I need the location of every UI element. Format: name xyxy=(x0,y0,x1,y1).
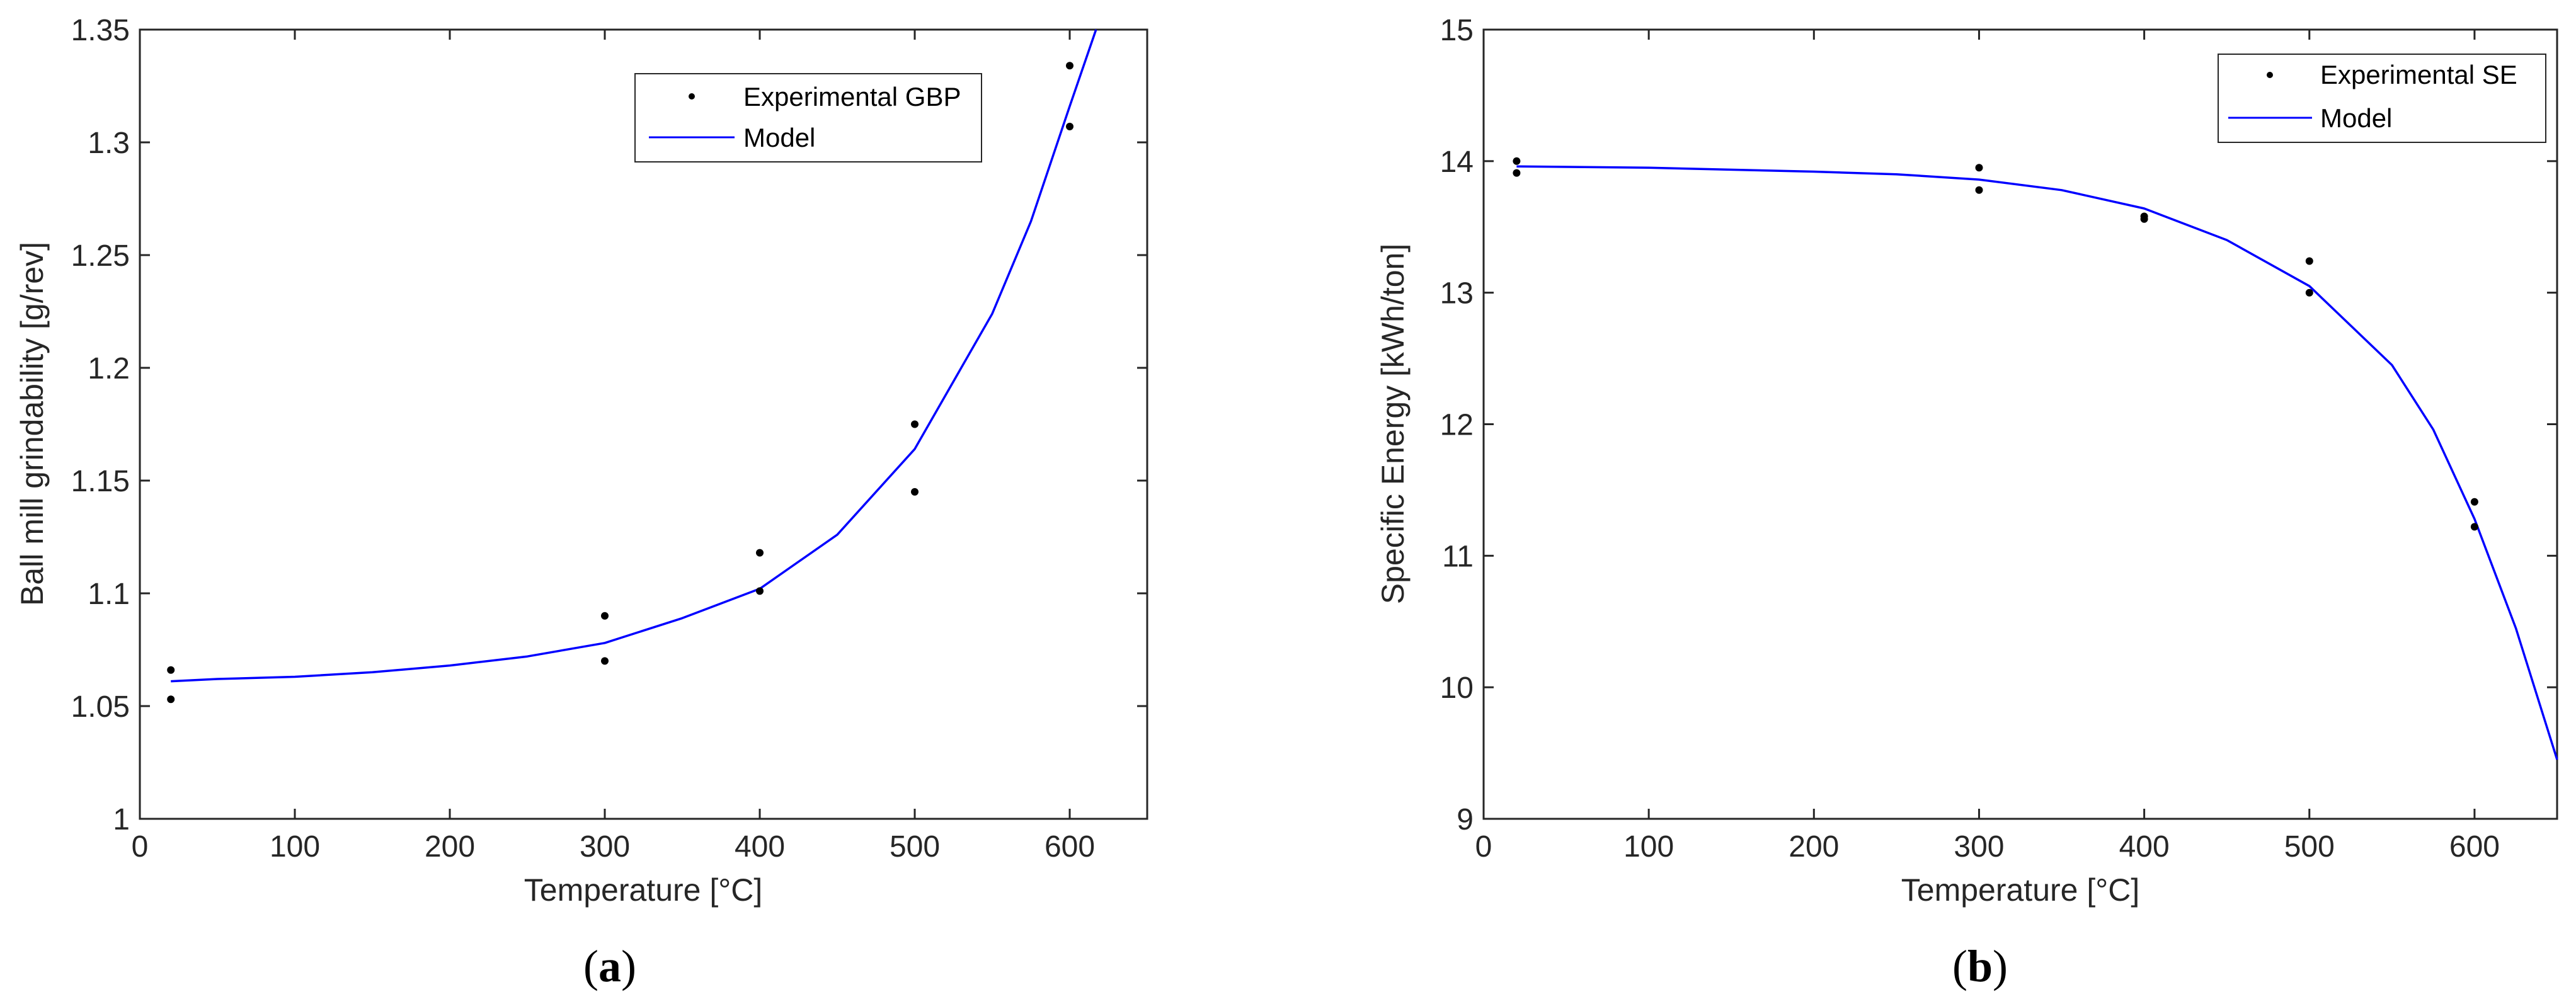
legend-b: Experimental SE Model xyxy=(2218,54,2546,143)
x-tick-label: 100 xyxy=(270,830,320,864)
x-tick-label: 400 xyxy=(735,830,785,864)
axis-ticks-a: 0 100 200 300 400 500 600 1 1.05 1.1 1.15 1.2 1.25 1.… xyxy=(71,14,1147,864)
y-tick-label: 13 xyxy=(1440,277,1474,311)
x-tick-label: 500 xyxy=(890,830,940,864)
y-tick-label: 11 xyxy=(1442,540,1474,573)
data-point xyxy=(2140,215,2148,223)
legend-marker-experimental-se xyxy=(2267,72,2273,78)
y-tick-label: 1.35 xyxy=(71,14,130,47)
y-axis-label-a: Ball mill grindability [g/rev] xyxy=(14,242,50,606)
x-tick-label: 300 xyxy=(580,830,630,864)
panel-label-b: (b) xyxy=(1952,941,2008,991)
x-axis-label-a: Temperature [°C] xyxy=(524,872,762,908)
legend-a: Experimental GBP Model xyxy=(634,73,982,163)
y-tick-label: 1.3 xyxy=(88,127,130,160)
legend-label-experimental-gbp: Experimental GBP xyxy=(743,82,961,111)
data-point xyxy=(1975,186,1983,194)
series-model-a xyxy=(171,29,1097,683)
x-tick-label: 100 xyxy=(1623,830,1674,864)
y-tick-label: 1.1 xyxy=(88,578,130,611)
y-tick-label: 14 xyxy=(1440,145,1474,179)
model-line xyxy=(171,29,1097,683)
x-tick-label: 200 xyxy=(425,830,475,864)
x-tick-label: 600 xyxy=(1045,830,1095,864)
legend-label-experimental-se: Experimental SE xyxy=(2320,60,2517,89)
legend-box-a xyxy=(634,73,982,163)
data-point xyxy=(756,587,764,595)
y-tick-label: 10 xyxy=(1440,671,1474,705)
x-tick-label: 500 xyxy=(2284,830,2335,864)
axis-ticks-b: 0 100 200 300 400 500 600 9 10 11 12 13 14 15 xyxy=(1440,14,2557,864)
data-point xyxy=(167,666,175,674)
data-point xyxy=(601,657,609,665)
y-tick-label: 1.25 xyxy=(71,239,130,273)
y-tick-label: 1.15 xyxy=(71,465,130,498)
x-tick-label: 0 xyxy=(132,830,149,864)
y-tick-label: 15 xyxy=(1440,14,1474,47)
data-point xyxy=(2470,498,2478,506)
data-point xyxy=(911,420,919,428)
data-point xyxy=(1513,157,1521,165)
series-experimental-se xyxy=(1513,157,2478,531)
series-model-b xyxy=(1516,165,2558,760)
y-tick-label: 1 xyxy=(113,803,130,836)
data-point xyxy=(1513,169,1521,177)
data-point xyxy=(1975,164,1983,172)
x-tick-label: 600 xyxy=(2449,830,2500,864)
x-tick-label: 400 xyxy=(2119,830,2170,864)
data-point xyxy=(2305,288,2313,297)
legend-marker-experimental-gbp xyxy=(689,93,695,100)
data-point xyxy=(2305,257,2313,265)
y-axis-label-b: Specific Energy [kWh/ton] xyxy=(1375,244,1411,604)
chart-panel-b: 0 100 200 300 400 500 600 9 10 11 12 13 14 15 Experim… xyxy=(1375,14,2558,991)
data-point xyxy=(601,612,609,620)
chart-panel-a: 0 100 200 300 400 500 600 1 1.05 1.1 1.15 1.2 1.25 1.… xyxy=(14,14,1148,991)
data-point xyxy=(756,549,764,557)
data-point xyxy=(911,488,919,496)
y-tick-label: 1.05 xyxy=(71,690,130,724)
y-tick-label: 1.2 xyxy=(88,352,130,385)
plot-area-b xyxy=(1482,28,2558,820)
data-point xyxy=(2470,523,2478,531)
data-point xyxy=(1066,122,1073,130)
series-experimental-gbp xyxy=(167,62,1073,704)
y-tick-label: 12 xyxy=(1440,409,1474,442)
legend-label-model-a: Model xyxy=(743,123,815,152)
x-axis-label-b: Temperature [°C] xyxy=(1901,872,2139,908)
y-tick-label: 9 xyxy=(1457,803,1474,836)
panel-label-a: (a) xyxy=(583,941,636,991)
legend-box-b xyxy=(2218,54,2546,143)
legend-label-model-b: Model xyxy=(2320,103,2392,133)
x-tick-label: 300 xyxy=(1954,830,2004,864)
model-line xyxy=(1516,165,2558,760)
x-tick-label: 200 xyxy=(1789,830,1839,864)
data-point xyxy=(167,695,175,704)
x-tick-label: 0 xyxy=(1475,830,1492,864)
data-point xyxy=(1066,62,1073,70)
